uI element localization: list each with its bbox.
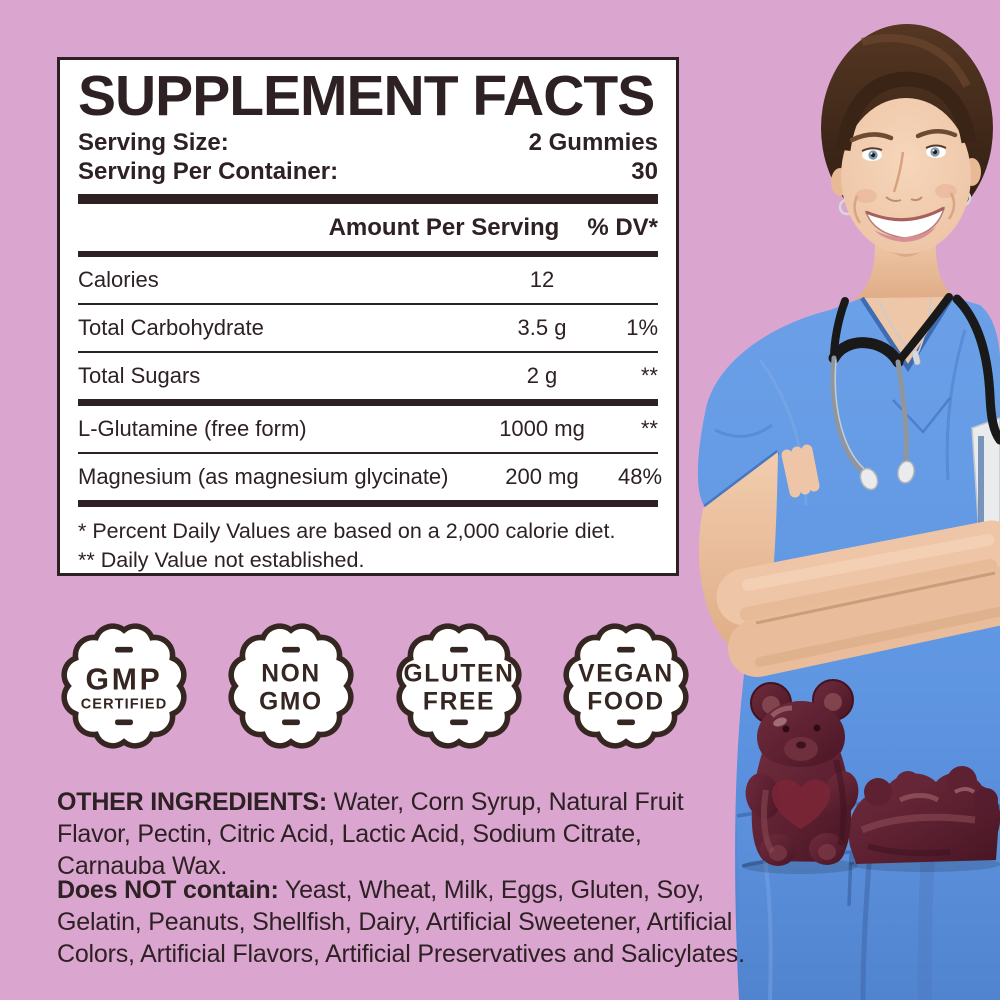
badge-line2: CERTIFIED xyxy=(81,696,168,712)
servings-per-container-row: Serving Per Container: 30 xyxy=(78,157,658,186)
table-row-total-sugars: Total Sugars 2 g ** xyxy=(78,353,658,399)
badge-line1: NON xyxy=(262,661,322,688)
seal-icon xyxy=(396,623,522,749)
gummy-bear-standing xyxy=(745,679,859,866)
gummy-bears xyxy=(742,679,1000,874)
nutrient-amount: 1000 mg xyxy=(499,415,585,441)
nutrient-name: L-Glutamine (free form) xyxy=(78,415,307,441)
seal-icon xyxy=(228,623,354,749)
does-not-contain-text: Yeast, Wheat, Milk, Eggs, Gluten, Soy, G… xyxy=(57,876,745,968)
seal-icon xyxy=(61,623,187,749)
crossed-arms xyxy=(698,444,1000,677)
eyes xyxy=(861,144,947,161)
gummy-heart xyxy=(772,779,830,829)
nutrient-dv: 48% xyxy=(618,463,663,489)
dv-header: % DV* xyxy=(587,213,658,241)
servings-per-container-label: Serving Per Container: xyxy=(78,157,339,185)
table-row-total-carbohydrate: Total Carbohydrate 3.5 g 1% xyxy=(78,305,658,351)
table-row-l-glutamine: L-Glutamine (free form) 1000 mg ** xyxy=(78,406,658,452)
column-header-row: Amount Per Serving % DV* xyxy=(78,204,658,251)
nurse-head xyxy=(821,24,993,254)
nutrient-amount: 2 g xyxy=(526,362,558,388)
serving-size-label: Serving Size: xyxy=(78,128,229,156)
nutrient-name: Magnesium (as magnesium glycinate) xyxy=(78,463,449,489)
gummy-bear-lying xyxy=(848,766,1000,864)
servings-per-container-value: 30 xyxy=(631,157,658,185)
divider-thick xyxy=(78,193,658,204)
nutrient-name: Calories xyxy=(78,266,159,292)
nutrient-name: Total Carbohydrate xyxy=(78,314,264,340)
badge-line1: VEGAN xyxy=(578,661,674,688)
divider-thick xyxy=(78,499,658,507)
divider-medium xyxy=(78,250,658,257)
serving-size-value: 2 Gummies xyxy=(528,128,658,156)
serving-size-row: Serving Size: 2 Gummies xyxy=(78,128,658,157)
vegan-food-badge: VEGAN FOOD xyxy=(563,623,689,749)
badge-line2: FOOD xyxy=(587,688,665,715)
table-row-calories: Calories 12 xyxy=(78,257,658,303)
other-ingredients-paragraph: OTHER INGREDIENTS: Water, Corn Syrup, Na… xyxy=(57,786,725,882)
badge-line2: FREE xyxy=(423,688,495,715)
other-ingredients-label: OTHER INGREDIENTS: xyxy=(57,788,328,816)
does-not-contain-paragraph: Does NOT contain: Yeast, Wheat, Milk, Eg… xyxy=(57,874,781,970)
does-not-contain-label: Does NOT contain: xyxy=(57,876,279,904)
nutrient-dv: ** xyxy=(640,415,658,441)
footnote-daily-values: * Percent Daily Values are based on a 2,… xyxy=(78,518,616,543)
badge-line2: GMO xyxy=(259,688,323,715)
seal-icon xyxy=(563,623,689,749)
other-ingredients-text: Water, Corn Syrup, Natural Fruit Flavor,… xyxy=(57,788,684,880)
divider-thin xyxy=(78,350,658,353)
nutrient-amount: 3.5 g xyxy=(517,314,567,340)
badge-line1: GMP xyxy=(85,663,162,696)
badge-line1: GLUTEN xyxy=(403,661,514,688)
divider-thick xyxy=(78,398,658,406)
amount-per-serving-header: Amount Per Serving xyxy=(328,213,560,241)
gluten-free-badge: GLUTEN FREE xyxy=(396,623,522,749)
supplement-facts-panel: SUPPLEMENT FACTS Serving Size: 2 Gummies… xyxy=(57,57,679,576)
footnotes: * Percent Daily Values are based on a 2,… xyxy=(78,507,658,575)
necklace xyxy=(878,297,932,366)
nutrient-name: Total Sugars xyxy=(78,362,201,388)
table-row-magnesium: Magnesium (as magnesium glycinate) 200 m… xyxy=(78,454,663,500)
nutrient-amount: 12 xyxy=(529,266,555,292)
nutrient-amount: 200 mg xyxy=(505,463,579,489)
nutrient-dv: 1% xyxy=(626,314,658,340)
non-gmo-badge: NON GMO xyxy=(228,623,354,749)
divider-thin xyxy=(78,302,658,305)
footnote-dv-not-established: ** Daily Value not established. xyxy=(78,547,365,572)
stethoscope xyxy=(828,293,1000,491)
nutrient-dv: ** xyxy=(640,362,658,388)
divider-thin xyxy=(78,451,658,454)
gmp-certified-badge: GMP CERTIFIED xyxy=(61,623,187,749)
panel-title: SUPPLEMENT FACTS xyxy=(78,64,655,128)
certification-badges: GMP CERTIFIED NON GMO GLUTEN FREE VEGAN … xyxy=(57,619,693,753)
smile xyxy=(853,192,956,242)
